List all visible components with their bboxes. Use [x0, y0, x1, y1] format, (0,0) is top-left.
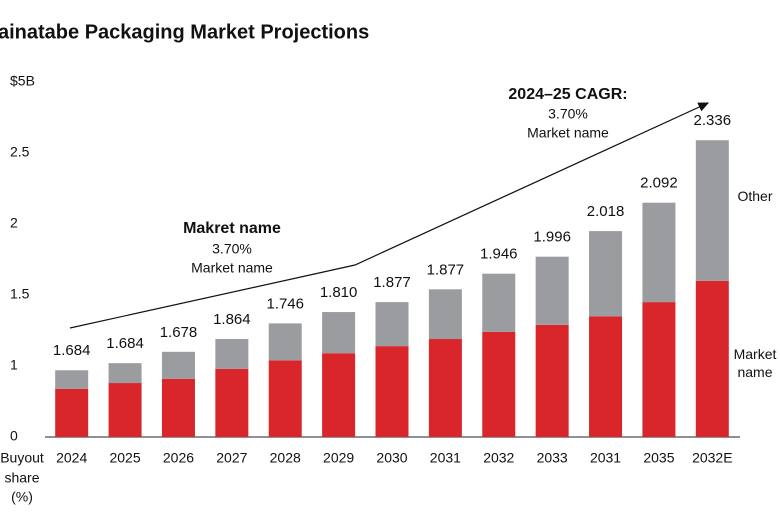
- bar-label: 1.684: [53, 342, 91, 359]
- y-tick-label: $5B: [10, 73, 35, 89]
- y-tick-label: 1.5: [10, 286, 30, 302]
- annotation-line: Market name: [527, 125, 609, 141]
- bar-label: 2.092: [640, 175, 678, 192]
- x-tick-label: 2028: [270, 450, 301, 466]
- annotation-line: Market name: [191, 260, 273, 276]
- annotation-title: 2024–25 CAGR:: [508, 86, 627, 103]
- bar-segment: [535, 324, 569, 437]
- bar-segment: [55, 370, 89, 389]
- bar-segment: [642, 302, 676, 437]
- bar-segment: [482, 273, 516, 332]
- bar-segment: [108, 383, 142, 437]
- bar-label: 2.018: [587, 203, 625, 220]
- bar-segment: [55, 388, 89, 437]
- bar-label: 1.810: [320, 284, 358, 301]
- bar-segment: [215, 339, 249, 369]
- x-tick-label: 2032E: [692, 450, 732, 466]
- bar-segment: [589, 231, 623, 317]
- y-tick-label: 1: [10, 357, 18, 373]
- x-tick-label: 2032: [483, 450, 514, 466]
- annotation-line: 3.70%: [548, 106, 588, 122]
- bar-segment: [161, 378, 195, 437]
- x-tick-label: 2026: [163, 450, 194, 466]
- annotation-line: 3.70%: [212, 241, 252, 257]
- x-tick-label: 2035: [643, 450, 674, 466]
- bar-segment: [375, 346, 409, 437]
- bar-segment: [535, 256, 569, 325]
- bar-label: 1.678: [160, 324, 198, 341]
- bar-segment: [695, 140, 729, 281]
- bar-label: 1.877: [427, 261, 465, 278]
- bar-segment: [695, 280, 729, 437]
- x-tick-label: 2030: [376, 450, 407, 466]
- bar-segment: [642, 202, 676, 303]
- bar-label: 1.877: [373, 274, 411, 291]
- bar-label: 1.864: [213, 311, 251, 328]
- x-tick-label: 2027: [216, 450, 247, 466]
- bar-segment: [108, 363, 142, 384]
- bar-segment: [428, 339, 462, 437]
- y-tick-label: 0: [10, 428, 18, 444]
- legend-label: Other: [737, 188, 773, 204]
- trend-arrow: [69, 102, 710, 329]
- x-axis-label: (%): [11, 489, 33, 505]
- bar-label: 1.684: [106, 335, 144, 352]
- x-tick-label: 2025: [109, 450, 140, 466]
- bar-segment: [268, 323, 302, 361]
- bar-label: 2.336: [694, 112, 732, 129]
- y-tick-label: 2: [10, 215, 18, 231]
- x-tick-label: 2031: [590, 450, 621, 466]
- bar-segment: [215, 368, 249, 437]
- bar-label: 1.746: [266, 295, 304, 312]
- x-axis-label: Buyout: [0, 450, 44, 466]
- x-tick-label: 2024: [56, 450, 87, 466]
- bar-segment: [322, 353, 356, 437]
- bar-segment: [322, 312, 356, 354]
- bar-segment: [268, 360, 302, 437]
- x-tick-label: 2033: [537, 450, 568, 466]
- y-tick-label: 2.5: [10, 144, 30, 160]
- x-tick-label: 2031: [430, 450, 461, 466]
- annotation-title: Makret name: [183, 220, 281, 237]
- chart-title: ainatabe Packaging Market Projections: [0, 21, 369, 43]
- bar-segment: [375, 302, 409, 347]
- x-tick-label: 2029: [323, 450, 354, 466]
- legend-label: Market name: [733, 346, 777, 380]
- bar-segment: [161, 351, 195, 379]
- bar-label: 1.996: [533, 229, 571, 246]
- x-axis-label: share: [4, 470, 39, 486]
- bar-segment: [482, 331, 516, 437]
- bar-segment: [589, 316, 623, 437]
- bar-segment: [428, 289, 462, 340]
- bar-label: 1.946: [480, 246, 518, 263]
